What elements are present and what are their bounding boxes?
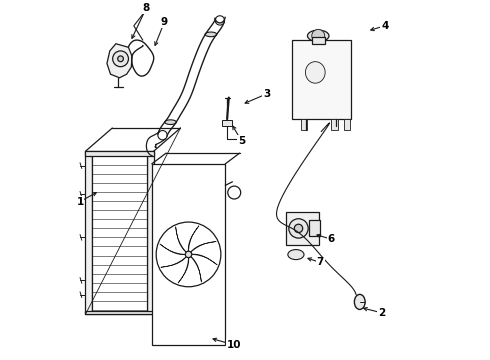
Polygon shape (191, 256, 201, 282)
Bar (85, 151, 153, 156)
Bar (309, 220, 320, 237)
Circle shape (185, 251, 192, 258)
Bar (292, 40, 351, 119)
Circle shape (215, 16, 224, 25)
Ellipse shape (305, 62, 325, 83)
Bar (343, 119, 350, 130)
Bar (222, 120, 232, 126)
Text: 5: 5 (238, 136, 245, 145)
Text: 10: 10 (227, 340, 242, 350)
Polygon shape (191, 242, 216, 252)
Text: 1: 1 (76, 197, 84, 207)
Bar (152, 164, 225, 345)
Polygon shape (107, 44, 132, 78)
Bar (300, 119, 307, 130)
Ellipse shape (288, 249, 304, 260)
Ellipse shape (354, 294, 365, 310)
Ellipse shape (308, 30, 329, 41)
Bar (85, 311, 153, 315)
Polygon shape (161, 257, 187, 267)
Polygon shape (188, 226, 199, 251)
Polygon shape (192, 254, 217, 265)
Text: 2: 2 (378, 308, 385, 318)
Text: 4: 4 (381, 21, 389, 31)
Text: 9: 9 (161, 17, 168, 27)
Bar (92, 151, 147, 315)
Polygon shape (178, 258, 189, 283)
Polygon shape (160, 244, 185, 255)
Circle shape (294, 224, 303, 233)
Ellipse shape (165, 120, 176, 125)
Bar (312, 37, 325, 44)
Circle shape (118, 56, 123, 62)
Text: 7: 7 (317, 257, 324, 267)
Circle shape (312, 30, 325, 42)
Circle shape (289, 219, 308, 238)
Ellipse shape (205, 32, 217, 37)
Polygon shape (175, 227, 186, 252)
Circle shape (228, 186, 241, 199)
Text: 8: 8 (143, 3, 150, 13)
Bar (147, 151, 153, 315)
Bar (286, 212, 318, 244)
Text: 3: 3 (263, 89, 270, 99)
Circle shape (158, 131, 167, 140)
Circle shape (156, 222, 221, 287)
Text: 6: 6 (327, 234, 335, 244)
Circle shape (113, 51, 128, 67)
Bar (85, 151, 92, 315)
Bar (331, 119, 338, 130)
